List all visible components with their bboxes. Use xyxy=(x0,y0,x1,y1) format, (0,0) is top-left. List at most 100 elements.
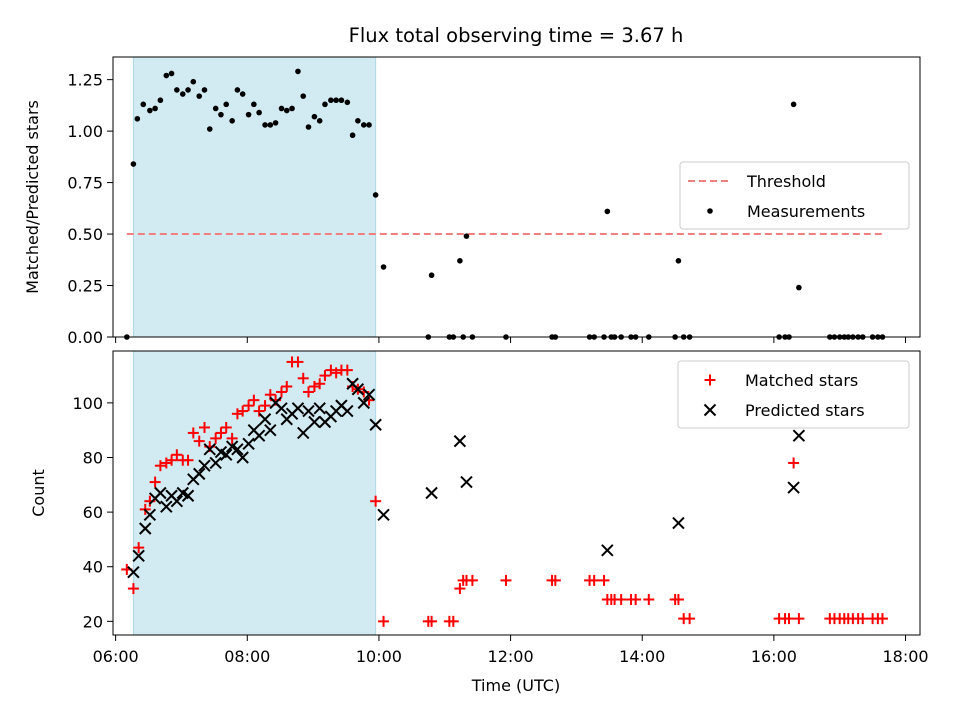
predicted-point xyxy=(264,423,277,437)
matched-point xyxy=(243,400,255,412)
top-panel: 0.00 0.25 0.50 0.75 1.00 1.25 Matched/Predict… xyxy=(23,56,921,347)
matched-point xyxy=(857,613,869,625)
measurement-point xyxy=(163,72,170,79)
predicted-point xyxy=(313,402,326,415)
matched-point xyxy=(220,421,232,433)
matched-point xyxy=(466,574,478,586)
measurement-point xyxy=(134,115,141,122)
predicted-point xyxy=(193,467,206,481)
bottom-legend-box xyxy=(677,360,910,429)
predicted-point-b xyxy=(236,451,249,464)
matched-point xyxy=(215,427,227,439)
measurement-point xyxy=(366,122,372,128)
bottom-x-tick-label: 10:00 xyxy=(356,647,402,666)
matched-point xyxy=(127,583,139,595)
matched-point xyxy=(166,454,178,466)
predicted-point xyxy=(425,486,438,500)
matched-point xyxy=(226,432,238,444)
matched-point xyxy=(783,613,795,625)
predicted-point-b xyxy=(139,522,152,535)
bottom-axis-ticks: 20 40 60 80 100 06:00 08:00 10:00 12:00 14:00 16:0… xyxy=(72,394,928,666)
measurement-point xyxy=(322,101,328,108)
legend-measurements-label: Measurements xyxy=(747,202,865,221)
measurement-point xyxy=(201,87,208,93)
top-y-tick-label: 0.75 xyxy=(67,174,103,193)
matched-point xyxy=(292,356,304,368)
measurement-point xyxy=(349,132,356,139)
predicted-point-b xyxy=(154,486,167,500)
matched-point xyxy=(447,615,459,627)
measurement-point xyxy=(229,118,235,124)
top-y-tick-label: 1.25 xyxy=(67,71,103,90)
top-y-tick-label: 1.00 xyxy=(67,122,103,141)
measurement-point xyxy=(272,120,279,126)
measurement-point xyxy=(463,233,470,239)
predicted-point xyxy=(308,415,321,429)
measurement-point xyxy=(185,87,191,93)
top-y-tick-label: 0.50 xyxy=(67,225,103,244)
bottom-plot-frame xyxy=(112,350,921,636)
predicted-point-b xyxy=(335,399,348,412)
predicted-point-b xyxy=(269,396,282,410)
measurement-point xyxy=(206,126,213,132)
bottom-y-tick-label: 40 xyxy=(83,558,103,577)
bottom-y-tick-label: 60 xyxy=(83,503,103,522)
measurement-point xyxy=(190,78,197,85)
measurement-point xyxy=(157,97,164,104)
matched-point xyxy=(248,394,260,406)
measurement-point xyxy=(790,101,797,108)
matched-point xyxy=(378,615,390,627)
predicted-point-b xyxy=(369,418,382,431)
matched-point xyxy=(149,476,161,488)
legend-measurements-swatch xyxy=(707,208,713,214)
predicted-point-b xyxy=(362,388,376,401)
legend-matched-marker xyxy=(704,374,716,386)
measurement-point xyxy=(338,97,345,104)
predicted-point-b xyxy=(214,445,228,459)
predicted-point-b xyxy=(160,500,173,513)
matched-point xyxy=(500,574,512,586)
predicted-point xyxy=(198,459,211,472)
measurement-point xyxy=(316,118,323,124)
measurement-point xyxy=(223,101,230,108)
matched-point xyxy=(793,613,805,625)
predicted-point-b xyxy=(425,486,438,500)
top-measurement-points xyxy=(124,68,886,340)
measurement-point xyxy=(174,87,180,93)
top-y-tick-label: 0.25 xyxy=(67,277,103,296)
measurement-point xyxy=(256,109,262,116)
matched-point xyxy=(615,594,627,605)
predicted-point xyxy=(291,402,305,415)
predicted-point xyxy=(242,437,255,451)
measurement-point xyxy=(295,68,301,75)
predicted-point xyxy=(209,456,222,470)
predicted-point xyxy=(351,383,365,396)
predicted-point-b xyxy=(231,443,244,456)
top-legend[interactable]: Threshold Measurements xyxy=(679,161,910,230)
matched-point xyxy=(210,432,222,444)
top-y-axis-label: Matched/Predicted stars xyxy=(23,100,42,294)
bottom-x-tick-label: 08:00 xyxy=(224,647,270,666)
matched-point xyxy=(630,594,642,605)
bottom-legend[interactable]: Matched stars Predicted stars xyxy=(677,360,910,429)
predicted-point-b xyxy=(291,402,305,415)
measurement-point xyxy=(251,101,257,108)
predicted-point-b xyxy=(341,404,354,418)
x-axis-label: Time (UTC) xyxy=(471,676,560,695)
matched-point xyxy=(588,574,600,586)
measurement-point xyxy=(152,105,158,112)
bottom-y-tick-label: 80 xyxy=(83,449,103,468)
matched-point xyxy=(237,405,249,417)
top-legend-box xyxy=(679,161,910,230)
measurement-point xyxy=(147,107,153,114)
measurement-point xyxy=(333,97,339,104)
bottom-panel: 20 40 60 80 100 06:00 08:00 10:00 12:00 14:00 16:0… xyxy=(29,350,929,695)
bottom-x-tick-label: 12:00 xyxy=(488,647,534,666)
matched-point xyxy=(370,495,382,507)
matched-point xyxy=(297,372,309,384)
measurement-point xyxy=(239,91,246,97)
predicted-point-b xyxy=(275,402,288,415)
predicted-point-b xyxy=(170,494,184,508)
measurement-point xyxy=(457,258,463,264)
legend-predicted-marker xyxy=(703,403,717,417)
